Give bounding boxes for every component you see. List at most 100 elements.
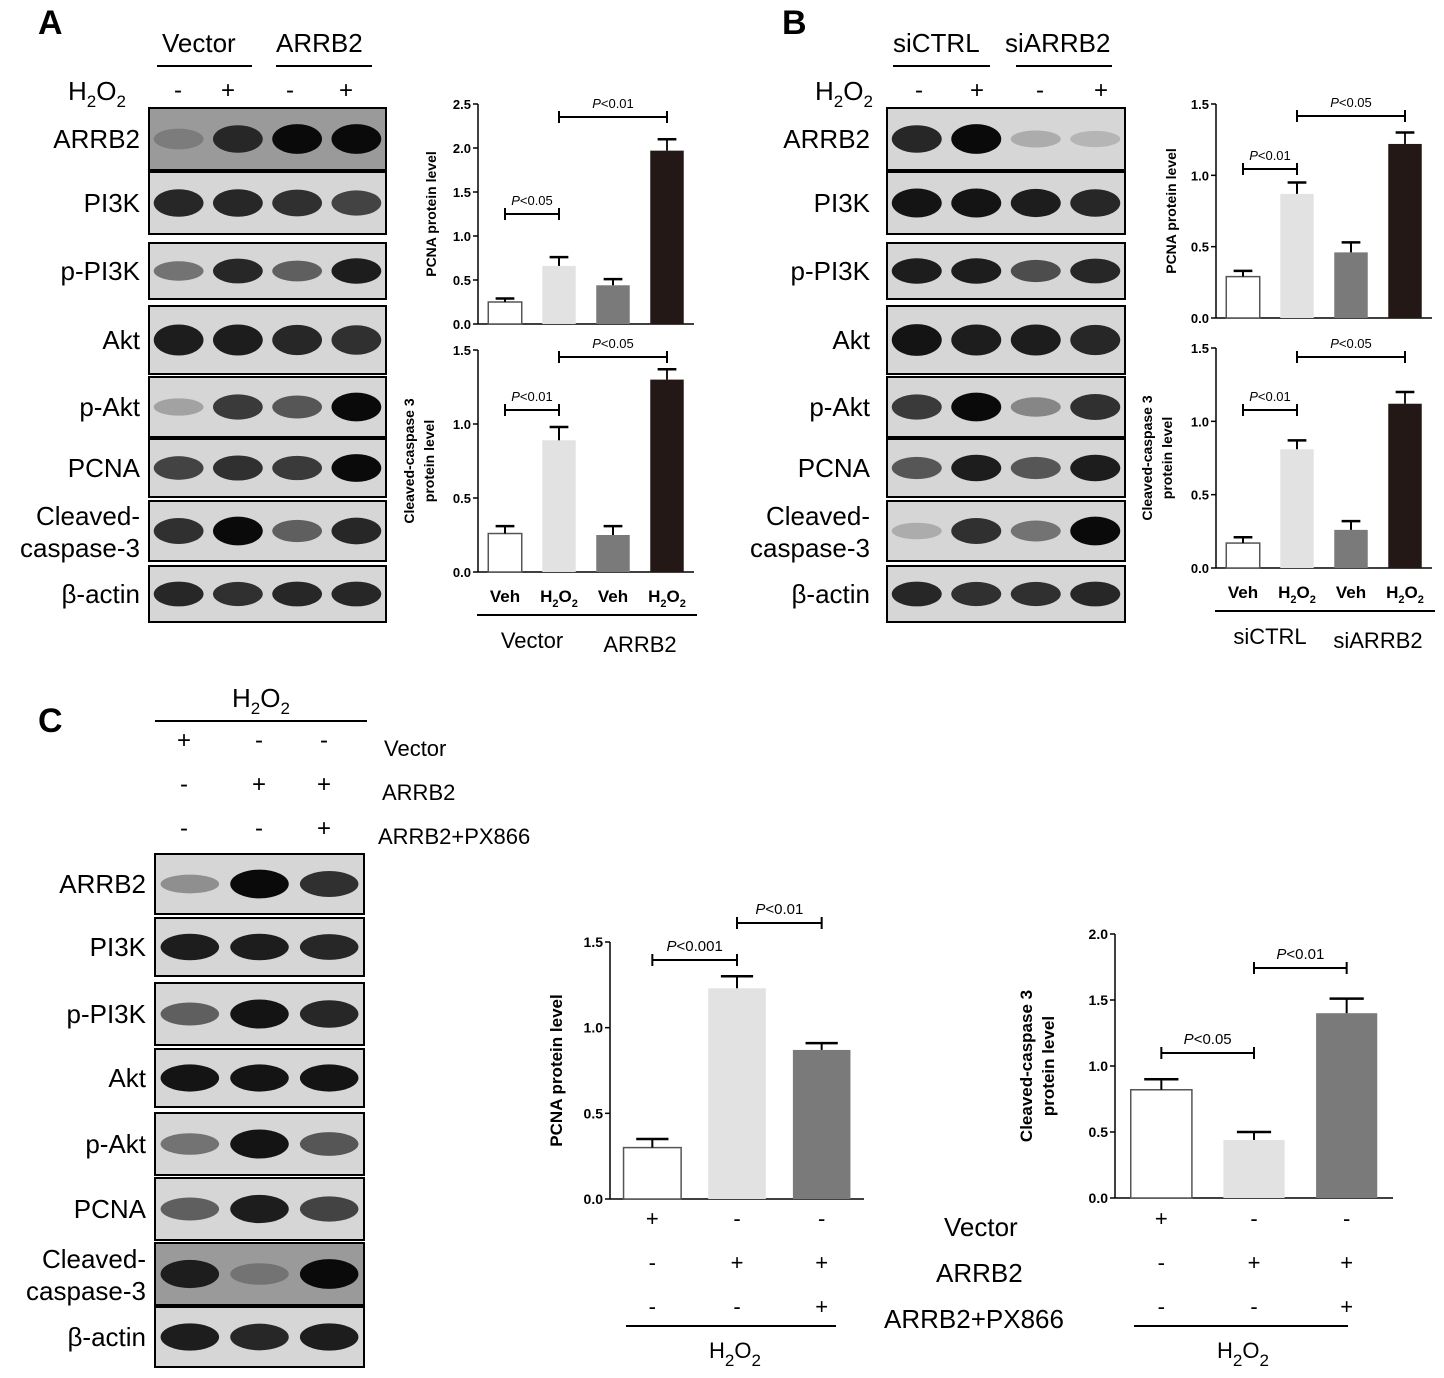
blot-b-band (1070, 454, 1121, 482)
chart-a1-pcna: 0.0 0.5 1.0 1.5 2.0 2.5 P<0.05 P<0.01 PCNA prote… (423, 96, 694, 332)
blot-a-protein-label: caspase-3 (20, 533, 140, 563)
x-tick-label: H2O2 (1278, 583, 1316, 606)
blot-b-group-siarrb2: siARRB2 (1005, 28, 1110, 58)
blot-c-protein-label: Cleaved- (42, 1244, 146, 1274)
blot-c-band (299, 934, 359, 960)
blot-b-protein-label: p-Akt (809, 392, 870, 422)
p-value-label: P<0.01 (1276, 946, 1324, 963)
condition-sign: - (320, 727, 328, 754)
blot-b-band (891, 188, 942, 218)
bar (1388, 143, 1422, 318)
x-group-label: ARRB2 (603, 632, 676, 657)
blot-b-band (1070, 130, 1121, 148)
bar (542, 440, 576, 572)
blot-b-band (951, 454, 1002, 482)
blot-b-protein-label: β-actin (791, 579, 870, 609)
blot-b-band (951, 258, 1002, 284)
blot-b-band (891, 522, 942, 540)
bar (622, 1146, 682, 1200)
blot-a-band (212, 324, 263, 356)
x-tick-label: H2O2 (648, 587, 686, 610)
x-tick-label: Veh (490, 587, 520, 606)
p-value-label: P<0.01 (511, 389, 553, 404)
y-axis-label: protein level (421, 420, 437, 502)
blot-a-band (331, 325, 382, 355)
lane-sign: - (286, 77, 294, 104)
blot-c-band (230, 1129, 289, 1159)
chart-a2-caspase: 0.0 0.5 1.0 1.5 P<0.01 P<0.05 Cleaved-caspase … (401, 336, 694, 580)
bar (792, 1049, 851, 1199)
lane-sign: + (970, 77, 984, 104)
blot-b-western: ARRB2 PI3K p-PI3K Akt p-Akt PCNA Cleaved-caspa… (750, 107, 1126, 623)
condition-sign: + (317, 771, 331, 798)
condition-sign: + (252, 771, 266, 798)
blot-a-protein-label: p-PI3K (61, 256, 141, 286)
condition-sign: - (733, 1206, 740, 1231)
blot-c-band (230, 1064, 289, 1092)
blot-c-band (160, 1259, 220, 1289)
blot-c-band (160, 1064, 220, 1092)
condition-name: ARRB2 (382, 780, 455, 805)
condition-sign: - (1158, 1294, 1165, 1319)
y-tick-label: 0.0 (453, 565, 471, 580)
blot-b-band (891, 456, 942, 480)
x-tick-label: H2O2 (1386, 583, 1424, 606)
blot-a-band (331, 454, 382, 482)
y-tick-label: 1.0 (584, 1020, 604, 1036)
blot-a-protein-label: PI3K (84, 188, 141, 218)
condition-sign: + (646, 1206, 659, 1231)
blot-a-band (272, 395, 323, 419)
blot-c-protein-label: caspase-3 (26, 1276, 146, 1306)
blot-c-treatment-label: H2O2 (232, 683, 290, 718)
panel-c-label: C (38, 702, 63, 740)
blot-c-band (230, 1263, 289, 1285)
blot-b-band (951, 392, 1002, 422)
blot-a-band (272, 189, 323, 217)
condition-sign: - (255, 815, 263, 842)
treatment-label: H2O2 (1217, 1338, 1269, 1370)
blot-c-band (160, 1323, 220, 1351)
y-tick-label: 2.5 (453, 97, 471, 112)
chart-c2-caspase: 0.0 0.5 1.0 1.5 2.0 P<0.05 P<0.01 Cleaved-caspa… (1017, 926, 1393, 1206)
blot-a-band (153, 456, 204, 480)
condition-sign: - (180, 815, 188, 842)
blot-a-band (331, 124, 382, 154)
blot-c-band (230, 1323, 289, 1351)
blot-c-band (230, 999, 289, 1029)
condition-sign: + (731, 1250, 744, 1275)
lane-sign: + (1094, 77, 1108, 104)
x-tick-label: H2O2 (540, 587, 578, 610)
condition-sign: - (1158, 1250, 1165, 1275)
bar (1225, 275, 1261, 319)
y-tick-label: 1.5 (1089, 992, 1109, 1008)
blot-b-band (1010, 581, 1061, 607)
y-axis-label: Cleaved-caspase 3 (1139, 395, 1155, 521)
blot-c-band (299, 1259, 359, 1289)
condition-sign: + (815, 1250, 828, 1275)
blot-b-band (1070, 189, 1121, 217)
blot-b-band (891, 394, 942, 420)
blot-a-band (212, 125, 263, 153)
blot-a-band (212, 581, 263, 607)
bar (1280, 193, 1314, 318)
blot-b-group-sictrl: siCTRL (893, 28, 980, 58)
blot-b-band (1070, 516, 1121, 546)
blot-a-band (331, 258, 382, 284)
blot-c-band (299, 1000, 359, 1028)
blot-a-band (212, 455, 263, 481)
y-axis-label: PCNA protein level (1163, 148, 1179, 274)
p-value-label: P<0.05 (1330, 95, 1372, 110)
blot-b-protein-label: PI3K (814, 188, 871, 218)
blot-b-protein-label: ARRB2 (783, 124, 870, 154)
blot-a-protein-label: β-actin (61, 579, 140, 609)
blot-c-band (299, 1132, 359, 1156)
blot-c-band (299, 871, 359, 897)
blot-b-band (1010, 188, 1061, 218)
bar (1225, 542, 1261, 569)
condition-sign: + (1340, 1250, 1353, 1275)
y-tick-label: 0.5 (453, 491, 471, 506)
y-tick-label: 1.5 (1191, 341, 1209, 356)
blot-a-band (153, 189, 204, 217)
blot-c-band (230, 1194, 289, 1224)
